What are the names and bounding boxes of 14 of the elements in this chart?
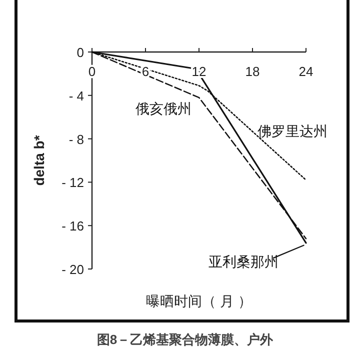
y-tick-label: 0 — [76, 45, 84, 60]
text: 图8－乙烯基聚合物薄膜、户外 — [96, 332, 274, 347]
y-tick-label: - 20 — [62, 262, 84, 277]
legend-label: 亚利桑那州 — [208, 253, 279, 270]
x-tick-label: 18 — [245, 64, 260, 79]
y-tick-label: - 16 — [62, 218, 84, 234]
x-axis-title: 曝晒时间（ 月 ） — [146, 293, 252, 309]
y-tick-label: - 4 — [68, 88, 84, 104]
series-label: 佛罗里达州 — [258, 123, 328, 140]
series-label: 俄亥俄州 — [135, 100, 192, 116]
x-tick-label: 24 — [298, 64, 314, 79]
y-axis-title: delta b* — [31, 134, 47, 186]
y-tick-label: - 12 — [62, 175, 84, 190]
y-tick-label: - 8 — [68, 132, 84, 147]
